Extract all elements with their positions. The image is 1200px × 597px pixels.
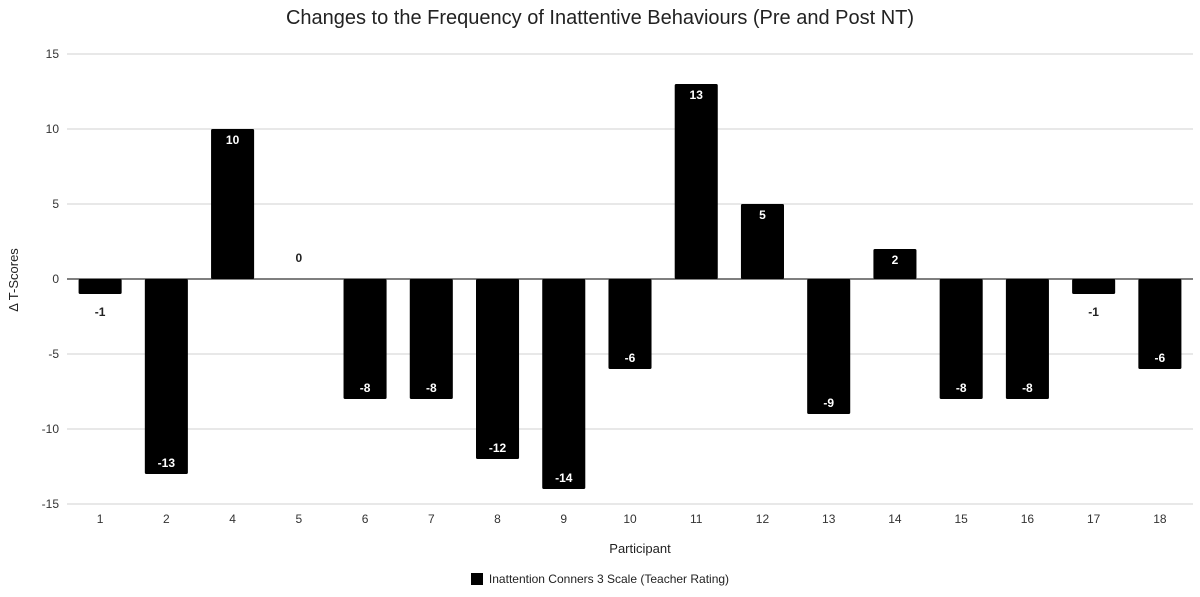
bar-value-label: 0 [295, 251, 302, 265]
x-tick-label: 1 [97, 512, 104, 526]
y-tick-label: 15 [46, 47, 60, 61]
x-tick-label: 18 [1153, 512, 1167, 526]
y-tick-label: -10 [42, 422, 60, 436]
x-tick-label: 4 [229, 512, 236, 526]
bar-value-label: -8 [360, 381, 371, 395]
bar [674, 84, 718, 279]
y-tick-label: 5 [52, 197, 59, 211]
y-tick-label: -15 [42, 497, 60, 511]
bar [343, 279, 387, 399]
bar [608, 279, 652, 369]
bar [1072, 279, 1116, 294]
x-axis-label: Participant [609, 541, 671, 556]
bar-value-label: 13 [690, 88, 704, 102]
bar-chart: Changes to the Frequency of Inattentive … [6, 7, 1193, 556]
x-tick-label: 5 [295, 512, 302, 526]
x-tick-label: 17 [1087, 512, 1101, 526]
bar [78, 279, 122, 294]
bar [873, 249, 917, 279]
x-tick-label: 8 [494, 512, 501, 526]
bar-value-label: -9 [823, 396, 834, 410]
y-tick-label: 10 [46, 122, 60, 136]
y-tick-label: 0 [52, 272, 59, 286]
bar-value-label: -8 [426, 381, 437, 395]
x-tick-label: 11 [690, 512, 703, 526]
bar [409, 279, 453, 399]
bar-value-label: 5 [759, 208, 766, 222]
chart-title: Changes to the Frequency of Inattentive … [286, 7, 914, 29]
x-tick-label: 14 [888, 512, 902, 526]
bar [1138, 279, 1182, 369]
bar [807, 279, 851, 414]
legend-swatch [470, 573, 483, 585]
bar-value-label: -12 [489, 441, 507, 455]
bar [476, 279, 520, 459]
x-tick-label: 2 [163, 512, 170, 526]
y-axis-label: Δ T-Scores [6, 248, 21, 312]
x-axis-ticks: 1 2 4 5 6 7 8 9 10 11 12 13 14 15 16 17 18 [97, 512, 1167, 526]
x-tick-label: 10 [623, 512, 637, 526]
bar [542, 279, 586, 489]
bar [211, 129, 255, 279]
bar-value-label: -6 [1155, 351, 1166, 365]
x-tick-label: 12 [756, 512, 770, 526]
bars: -1 -13 10 0 -8 -8 -12 -14 -6 13 5 -9 2 -8 -8 -1 -6 [78, 84, 1182, 489]
y-axis-ticks: -15 -10 -5 0 5 10 15 [42, 47, 60, 511]
bar [740, 204, 784, 279]
bar-value-label: 10 [226, 133, 240, 147]
bar [144, 279, 188, 474]
bar-value-label: -8 [1022, 381, 1033, 395]
legend-label: Inattention Conners 3 Scale (Teacher Rat… [488, 572, 730, 586]
x-tick-label: 9 [560, 512, 567, 526]
bar-value-label: -13 [158, 456, 176, 470]
y-tick-label: -5 [48, 347, 59, 361]
x-tick-label: 6 [362, 512, 369, 526]
x-tick-label: 7 [428, 512, 435, 526]
bar [1005, 279, 1049, 399]
bar-value-label: -1 [1088, 305, 1099, 319]
legend: Inattention Conners 3 Scale (Teacher Rat… [0, 572, 1200, 586]
bar-value-label: -8 [956, 381, 967, 395]
x-tick-label: 13 [822, 512, 836, 526]
x-tick-label: 16 [1021, 512, 1035, 526]
bar-value-label: -14 [555, 471, 573, 485]
bar [939, 279, 983, 399]
bar-value-label: 2 [892, 253, 899, 267]
bar-value-label: -1 [95, 305, 106, 319]
x-tick-label: 15 [954, 512, 968, 526]
bar-value-label: -6 [625, 351, 636, 365]
